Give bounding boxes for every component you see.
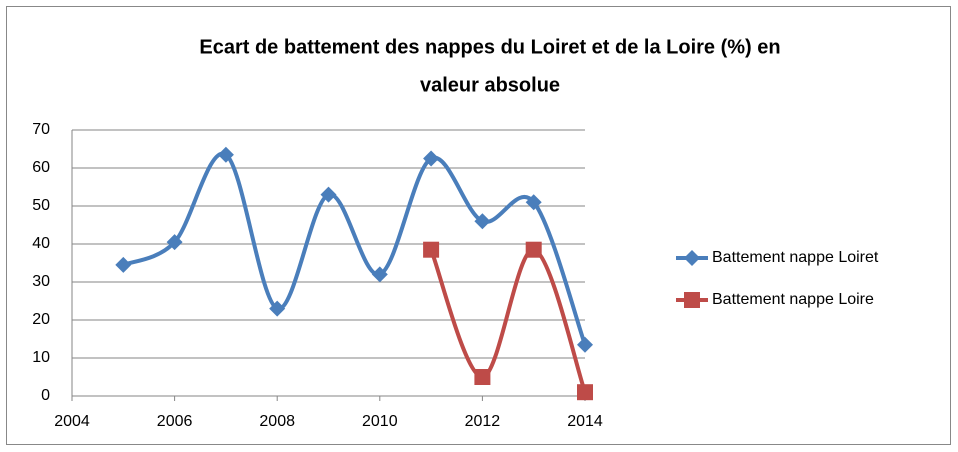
- x-tick-label: 2004: [54, 413, 90, 430]
- data-point: [320, 186, 337, 203]
- x-tick-label: 2012: [465, 413, 501, 430]
- data-point: [577, 384, 593, 401]
- y-tick-label: 70: [32, 121, 50, 138]
- x-tick-label: 2006: [157, 413, 193, 430]
- legend-marker: [684, 250, 700, 266]
- data-point: [166, 234, 183, 251]
- series-line: [429, 247, 587, 393]
- x-tick-label: 2008: [259, 413, 295, 430]
- x-tick-label: 2014: [567, 413, 603, 430]
- y-tick-label: 40: [32, 235, 50, 252]
- chart-title: valeur absolue: [420, 74, 560, 96]
- data-point: [371, 266, 388, 283]
- y-tick-label: 50: [32, 197, 50, 214]
- y-tick-label: 30: [32, 273, 50, 290]
- chart-title: Ecart de battement des nappes du Loiret …: [199, 36, 780, 58]
- data-point: [474, 213, 491, 230]
- data-point: [525, 194, 542, 211]
- data-point: [115, 256, 132, 273]
- data-point: [423, 241, 440, 258]
- x-tick-label: 2010: [362, 413, 398, 430]
- series-line: [122, 151, 587, 346]
- data-point: [423, 150, 440, 167]
- data-point: [269, 300, 286, 317]
- data-point: [474, 369, 491, 385]
- legend-marker: [684, 292, 700, 308]
- y-tick-label: 0: [41, 387, 50, 404]
- data-point: [525, 241, 542, 258]
- legend-label: Battement nappe Loiret: [712, 249, 879, 266]
- data-point: [217, 146, 234, 163]
- y-tick-label: 20: [32, 311, 50, 328]
- y-tick-label: 60: [32, 159, 50, 176]
- data-point: [577, 336, 593, 353]
- legend-label: Battement nappe Loire: [712, 291, 874, 308]
- y-tick-label: 10: [32, 349, 50, 366]
